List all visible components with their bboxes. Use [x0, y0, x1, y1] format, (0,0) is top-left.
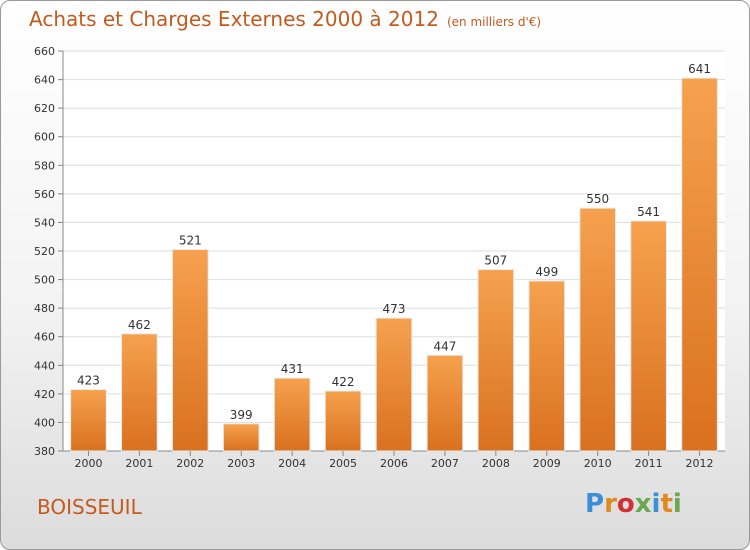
- bar-2003: [222, 423, 260, 452]
- data-label-2001: 462: [128, 318, 151, 332]
- ytick-label-420: 420: [34, 388, 55, 401]
- ytick-label-520: 520: [34, 245, 55, 258]
- xtick-label-2003: 2003: [227, 457, 255, 470]
- data-label-2005: 422: [332, 375, 355, 389]
- bar-2012: [681, 77, 718, 452]
- bar-2005: [324, 390, 362, 452]
- xtick-label-2008: 2008: [482, 457, 510, 470]
- ytick-label-500: 500: [34, 274, 55, 287]
- xtick-label-2001: 2001: [125, 457, 153, 470]
- bar-2000: [70, 389, 107, 452]
- bar-2010: [579, 207, 617, 452]
- data-label-2010: 550: [586, 192, 609, 206]
- ytick-label-640: 640: [34, 74, 55, 87]
- chart-subtitle: (en milliers d'€): [446, 15, 542, 29]
- bar-2011: [630, 220, 667, 452]
- chart-title-text: Achats et Charges Externes 2000 à 2012: [29, 7, 439, 31]
- commune-name: BOISSEUIL: [37, 495, 142, 519]
- ytick-label-460: 460: [34, 331, 55, 344]
- data-label-2000: 423: [77, 374, 100, 388]
- bar-2001: [121, 333, 158, 452]
- ytick-label-380: 380: [34, 445, 55, 458]
- data-label-2006: 473: [383, 302, 406, 316]
- xtick-label-2000: 2000: [74, 457, 102, 470]
- data-label-2003: 399: [230, 408, 253, 422]
- chart-title: Achats et Charges Externes 2000 à 2012 (e…: [29, 7, 541, 31]
- xtick-label-2007: 2007: [431, 457, 459, 470]
- xtick-label-2010: 2010: [584, 457, 612, 470]
- data-label-2007: 447: [433, 339, 456, 353]
- ytick-label-480: 480: [34, 302, 55, 315]
- ytick-label-540: 540: [34, 216, 55, 229]
- bar-2006: [375, 317, 413, 452]
- data-label-2009: 499: [535, 265, 558, 279]
- bar-2007: [426, 354, 464, 452]
- bar-2008: [477, 269, 515, 452]
- bar-2002: [171, 249, 209, 452]
- xtick-label-2009: 2009: [533, 457, 561, 470]
- bar-2009: [528, 280, 566, 452]
- data-label-2012: 641: [688, 62, 711, 76]
- bar-2004: [273, 377, 311, 452]
- proxiti-logo: Proxiti: [585, 489, 682, 519]
- ytick-label-660: 660: [34, 45, 55, 58]
- ytick-label-580: 580: [34, 159, 55, 172]
- xtick-label-2006: 2006: [380, 457, 408, 470]
- data-label-2011: 541: [637, 205, 660, 219]
- ytick-label-440: 440: [34, 359, 55, 372]
- xtick-label-2002: 2002: [176, 457, 204, 470]
- data-label-2004: 431: [281, 362, 304, 376]
- xtick-label-2004: 2004: [278, 457, 306, 470]
- data-label-2008: 507: [484, 254, 507, 268]
- xtick-label-2011: 2011: [635, 457, 663, 470]
- ytick-label-400: 400: [34, 416, 55, 429]
- ytick-label-600: 600: [34, 131, 55, 144]
- ytick-label-620: 620: [34, 102, 55, 115]
- xtick-label-2005: 2005: [329, 457, 357, 470]
- data-label-2002: 521: [179, 234, 202, 248]
- xtick-label-2012: 2012: [686, 457, 714, 470]
- ytick-label-560: 560: [34, 188, 55, 201]
